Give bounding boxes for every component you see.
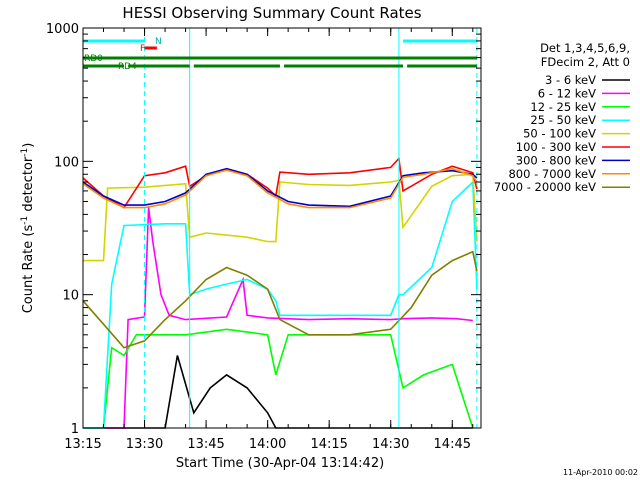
series-layer bbox=[82, 156, 478, 429]
y-axis-title-part2: detector bbox=[21, 156, 36, 216]
legend-header-line-2: FDecim 2, Att 0 bbox=[541, 55, 630, 69]
legend-label-6-12-kev: 6 - 12 keV bbox=[538, 86, 596, 100]
y-axis-title-part1: Count Rate (s bbox=[21, 225, 36, 314]
series-line-7000-20000-kev bbox=[82, 250, 478, 349]
x-tick-label-13-45: 13:45 bbox=[187, 437, 224, 452]
series-line-50-100-kev bbox=[83, 173, 478, 262]
x-tick-label-14-00: 14:00 bbox=[249, 437, 286, 452]
legend-label-25-50-kev: 25 - 50 keV bbox=[530, 113, 596, 127]
y-tick-label-1: 1 bbox=[71, 422, 79, 437]
legend-label-3-6-kev: 3 - 6 keV bbox=[545, 73, 596, 87]
series-line-12-25-kev bbox=[83, 328, 474, 429]
y-axis-title: Count Rate (s-1 detector-1) bbox=[20, 143, 36, 314]
vertical-markers bbox=[144, 28, 478, 428]
flag-bars bbox=[83, 39, 477, 68]
footer-stamp: 11-Apr-2010 00:02 bbox=[563, 468, 638, 477]
series-line-800-7000-kev bbox=[82, 167, 478, 209]
plot-area-frame bbox=[82, 27, 482, 429]
legend-header-line-1: Det 1,3,4,5,6,9, bbox=[540, 41, 630, 55]
legend-label-50-100-kev: 50 - 100 keV bbox=[523, 127, 596, 141]
x-tick-label-13-30: 13:30 bbox=[126, 437, 163, 452]
series-line-25-50-kev bbox=[83, 180, 478, 429]
x-tick-label-14-45: 14:45 bbox=[434, 437, 471, 452]
flag-label-f: F bbox=[140, 44, 145, 54]
chart-title: HESSI Observing Summary Count Rates bbox=[122, 4, 421, 22]
y-tick-label-100: 100 bbox=[54, 155, 79, 170]
x-tick-label-14-15: 14:15 bbox=[310, 437, 347, 452]
legend-label-100-300-kev: 100 - 300 keV bbox=[516, 140, 596, 154]
series-line-300-800-kev bbox=[82, 167, 478, 208]
y-axis-title-sup2: -1 bbox=[20, 148, 30, 157]
x-tick-label-14-30: 14:30 bbox=[372, 437, 409, 452]
series-line-6-12-kev bbox=[83, 207, 473, 429]
legend-label-300-800-kev: 300 - 800 keV bbox=[516, 153, 596, 167]
y-tick-label-1000: 1000 bbox=[46, 22, 79, 37]
y-axis-title-sup1: -1 bbox=[20, 216, 30, 225]
flag-label-n: N bbox=[155, 37, 162, 47]
x-tick-label-13-15: 13:15 bbox=[64, 437, 101, 452]
flag-label-rd4: RD4 bbox=[118, 62, 137, 72]
legend: Det 1,3,4,5,6,9, FDecim 2, Att 0 3 - 6 k… bbox=[494, 41, 630, 194]
series-line-100-300-kev bbox=[82, 156, 478, 209]
y-axis-title-part3: ) bbox=[21, 143, 36, 148]
legend-label-7000-20000-kev: 7000 - 20000 keV bbox=[494, 180, 596, 194]
axes: 13:15 13:30 13:45 14:00 14:15 14:30 14:45 1 10 10… bbox=[46, 22, 481, 452]
legend-label-12-25-kev: 12 - 25 keV bbox=[530, 100, 596, 114]
x-axis-title: Start Time (30-Apr-04 13:14:42) bbox=[176, 456, 384, 471]
legend-label-800-7000-kev: 800 - 7000 keV bbox=[508, 167, 596, 181]
flag-label-rd0: RD0 bbox=[84, 54, 103, 64]
y-tick-label-10: 10 bbox=[62, 289, 79, 304]
